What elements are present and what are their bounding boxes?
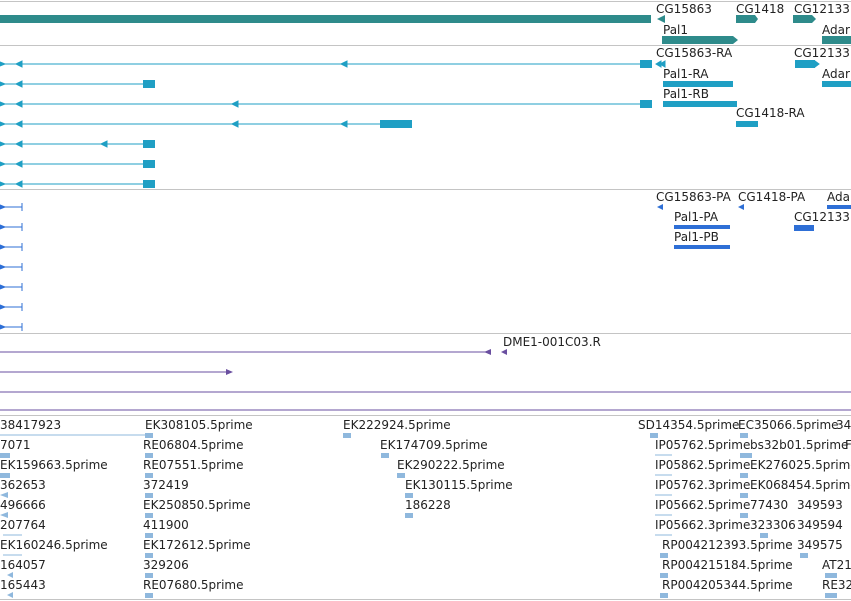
- est-label[interactable]: IP05862.5prime: [655, 458, 751, 472]
- protein-label-cg12133[interactable]: CG12133: [794, 210, 850, 224]
- gene-feature-adar[interactable]: [822, 36, 851, 44]
- cdna-track-features[interactable]: [0, 349, 851, 411]
- gene-feature-pal1[interactable]: [662, 36, 738, 44]
- protein-label-pal1-pb[interactable]: Pal1-PB: [674, 230, 719, 244]
- est-label[interactable]: 411900: [143, 518, 189, 532]
- est-label[interactable]: IP05662.3prime: [655, 518, 751, 532]
- est-label[interactable]: SD14354.5prime: [638, 418, 740, 432]
- est-label[interactable]: EK290222.5prime: [397, 458, 505, 472]
- transcript-label-pal1-rb[interactable]: Pal1-RB: [663, 87, 709, 101]
- track-divider: [0, 599, 851, 600]
- est-label[interactable]: 7071: [0, 438, 31, 452]
- track-divider: [0, 1, 851, 2]
- est-label[interactable]: IP05662.5prime: [655, 498, 751, 512]
- est-label[interactable]: EK222924.5prime: [343, 418, 451, 432]
- est-label[interactable]: IP05762.3prime: [655, 478, 751, 492]
- gene-label-adar[interactable]: Adar: [822, 23, 850, 37]
- est-label[interactable]: RP004205344.5prime: [662, 578, 793, 592]
- est-label[interactable]: EK276025.5prime: [750, 458, 851, 472]
- est-label[interactable]: EK250850.5prime: [143, 498, 251, 512]
- est-label[interactable]: bs32b01.5prime: [750, 438, 849, 452]
- protein-label-cg15863-pa[interactable]: CG15863-PA: [656, 190, 731, 204]
- protein-label-ada[interactable]: Ada: [827, 190, 850, 204]
- est-label[interactable]: 372419: [143, 478, 189, 492]
- est-label[interactable]: 323306: [750, 518, 796, 532]
- est-label[interactable]: EK159663.5prime: [0, 458, 108, 472]
- gene-label-pal1[interactable]: Pal1: [663, 23, 689, 37]
- protein-label-pal1-pa[interactable]: Pal1-PA: [674, 210, 719, 224]
- est-label[interactable]: RP004215184.5prime: [662, 558, 793, 572]
- est-label[interactable]: 165443: [0, 578, 46, 592]
- est-label[interactable]: 77430: [750, 498, 789, 512]
- est-label[interactable]: RE07551.5prime: [143, 458, 244, 472]
- est-label[interactable]: 186228: [405, 498, 451, 512]
- gene-label-cg12133[interactable]: CG12133: [794, 2, 850, 16]
- transcript-label-pal1-ra[interactable]: Pal1-RA: [663, 67, 709, 81]
- est-label[interactable]: IP05762.5prime: [655, 438, 751, 452]
- track-divider: [0, 189, 851, 190]
- est-label[interactable]: RE32: [822, 578, 851, 592]
- gene-feature-bar[interactable]: [0, 15, 651, 23]
- cdna-label-dme1-001c03[interactable]: DME1-001C03.R: [503, 335, 601, 349]
- protein-label-cg1418-pa[interactable]: CG1418-PA: [738, 190, 806, 204]
- est-label[interactable]: 349594: [797, 518, 843, 532]
- track-divider: [0, 415, 851, 416]
- est-label[interactable]: RE07680.5prime: [143, 578, 244, 592]
- est-label[interactable]: RE06804.5prime: [143, 438, 244, 452]
- gene-label-cg15863[interactable]: CG15863: [656, 2, 712, 16]
- gene-feature-arrow-left[interactable]: [657, 15, 665, 23]
- est-label[interactable]: 349593: [797, 498, 843, 512]
- est-label[interactable]: 38417923: [0, 418, 62, 432]
- gene-feature-cg12133[interactable]: [793, 15, 816, 23]
- est-label[interactable]: 329206: [143, 558, 189, 572]
- est-label[interactable]: 349575: [797, 538, 843, 552]
- est-track-features[interactable]: [0, 433, 837, 598]
- est-label[interactable]: EK172612.5prime: [143, 538, 251, 552]
- est-label[interactable]: EK174709.5prime: [380, 438, 488, 452]
- gene-track-features[interactable]: [0, 15, 851, 44]
- track-divider: [0, 333, 851, 334]
- transcript-label-cg15863-ra[interactable]: CG15863-RA: [656, 46, 733, 60]
- est-label[interactable]: EK068454.5prime: [750, 478, 851, 492]
- transcript-label-adar[interactable]: Adar: [822, 67, 850, 81]
- protein-track-features[interactable]: [0, 203, 851, 331]
- transcript-label-cg1418-ra[interactable]: CG1418-RA: [736, 106, 805, 120]
- est-label[interactable]: 34: [836, 418, 851, 432]
- gene-label-cg1418[interactable]: CG1418: [736, 2, 785, 16]
- track-divider: [0, 45, 851, 46]
- est-label[interactable]: EK160246.5prime: [0, 538, 108, 552]
- est-label[interactable]: RP004212393.5prime: [662, 538, 793, 552]
- est-label[interactable]: 164057: [0, 558, 46, 572]
- transcript-label-cg12133[interactable]: CG12133: [794, 46, 850, 60]
- est-label[interactable]: EK130115.5prime: [405, 478, 513, 492]
- est-label[interactable]: EK308105.5prime: [145, 418, 253, 432]
- est-label[interactable]: 496666: [0, 498, 46, 512]
- est-label[interactable]: 207764: [0, 518, 46, 532]
- est-label[interactable]: F: [845, 438, 851, 452]
- est-label[interactable]: 362653: [0, 478, 46, 492]
- gene-feature-cg1418[interactable]: [736, 15, 758, 23]
- est-label[interactable]: EC35066.5prime: [738, 418, 839, 432]
- transcript-track-features[interactable]: [0, 60, 851, 188]
- est-label[interactable]: AT21: [822, 558, 851, 572]
